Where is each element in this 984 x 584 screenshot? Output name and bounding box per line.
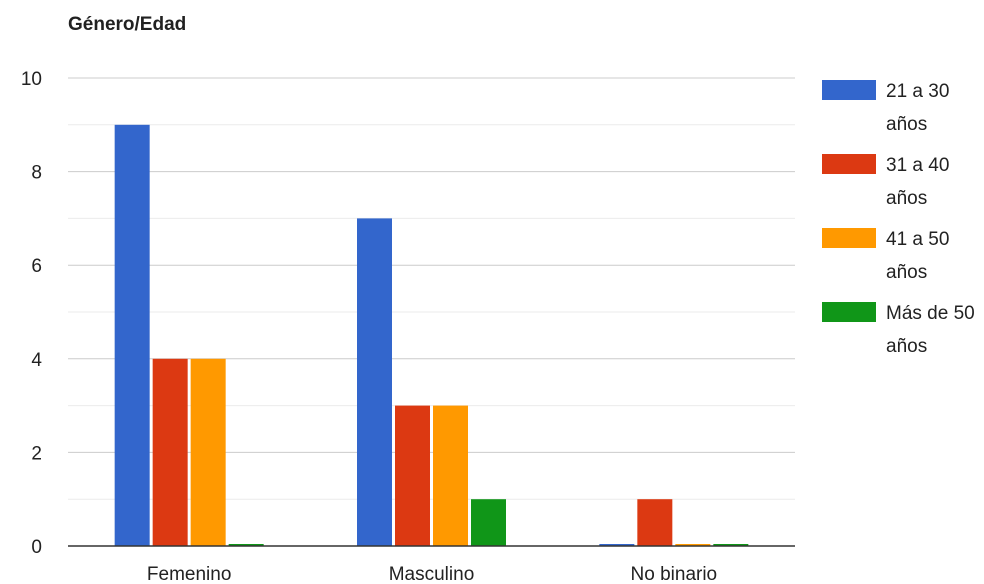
bar xyxy=(228,544,264,546)
y-tick-label: 10 xyxy=(21,69,42,90)
legend-label: 41 a 50 años xyxy=(886,229,949,283)
y-tick-label: 8 xyxy=(31,163,42,184)
x-tick-label: No binario xyxy=(631,564,718,584)
x-tick-label: Masculino xyxy=(389,564,475,584)
legend-label: 21 a 30 años xyxy=(886,81,949,135)
gridlines xyxy=(68,77,795,500)
bar xyxy=(190,358,226,546)
bar xyxy=(471,499,506,546)
bar xyxy=(713,544,749,546)
legend-swatch xyxy=(822,228,876,248)
bar xyxy=(637,499,673,546)
bar xyxy=(599,544,635,546)
legend-swatch xyxy=(822,154,876,174)
legend: 21 a 30 años 31 a 40 años 41 a 50 años Más de … xyxy=(822,80,975,357)
bar xyxy=(675,544,711,546)
x-tick-label: Femenino xyxy=(147,564,232,584)
bar xyxy=(152,358,188,546)
y-tick-label: 6 xyxy=(31,256,42,277)
chart-title: Género/Edad xyxy=(68,14,186,35)
axes: 0 2 4 6 8 10 Femenino Masculino No binario xyxy=(21,69,795,584)
legend-label: Más de 50 años xyxy=(886,303,975,357)
y-tick-label: 0 xyxy=(31,537,42,558)
legend-swatch xyxy=(822,302,876,322)
y-tick-label: 4 xyxy=(31,350,42,371)
bar xyxy=(433,405,468,546)
legend-label: 31 a 40 años xyxy=(886,155,949,209)
bar xyxy=(114,124,150,547)
legend-swatch xyxy=(822,80,876,100)
bar xyxy=(395,405,430,546)
bar xyxy=(357,218,392,546)
bars xyxy=(114,124,749,547)
y-tick-label: 2 xyxy=(31,443,42,464)
